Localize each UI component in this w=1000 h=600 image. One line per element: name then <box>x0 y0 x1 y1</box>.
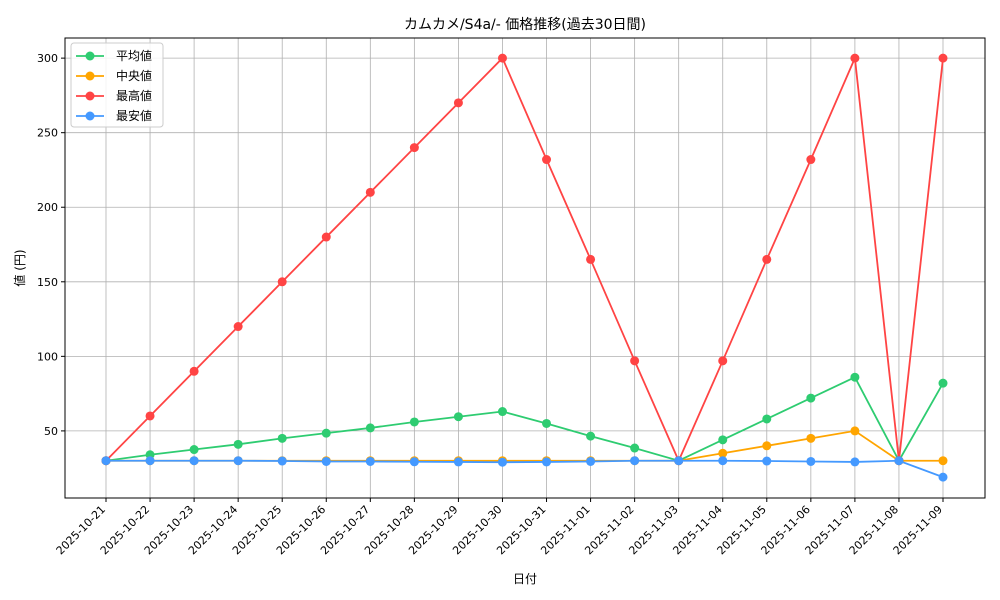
y-tick-label: 50 <box>44 425 58 438</box>
data-point <box>586 254 596 264</box>
data-point <box>674 456 684 466</box>
data-point <box>497 457 507 467</box>
data-point <box>850 457 860 467</box>
data-point <box>586 431 596 441</box>
data-point <box>850 53 860 63</box>
data-point <box>938 456 948 466</box>
data-point <box>365 423 375 433</box>
data-point <box>894 456 904 466</box>
legend <box>70 42 164 128</box>
x-axis-label: 日付 <box>513 572 537 586</box>
data-point <box>850 426 860 436</box>
data-point <box>630 443 640 453</box>
data-point <box>409 457 419 467</box>
data-point <box>277 277 287 287</box>
data-point <box>189 456 199 466</box>
y-tick-label: 150 <box>37 276 58 289</box>
legend-label: 最高値 <box>116 88 152 103</box>
y-tick-label: 250 <box>37 127 58 140</box>
data-point <box>586 456 596 466</box>
data-point <box>762 441 772 451</box>
y-tick-label: 300 <box>37 52 58 65</box>
legend-label: 最安値 <box>116 108 152 123</box>
data-point <box>938 53 948 63</box>
data-point <box>233 322 243 332</box>
legend-marker <box>85 91 95 101</box>
legend-marker <box>85 111 95 121</box>
data-point <box>718 356 728 366</box>
plot-frame <box>64 37 986 499</box>
data-point <box>542 457 552 467</box>
data-point <box>762 456 772 466</box>
data-point <box>806 433 816 443</box>
data-point <box>718 448 728 458</box>
data-point <box>938 472 948 482</box>
data-point <box>321 428 331 438</box>
legend-label: 平均値 <box>116 48 152 63</box>
legend-marker <box>85 71 95 81</box>
legend-marker <box>85 51 95 61</box>
data-point <box>806 456 816 466</box>
data-point <box>718 456 728 466</box>
data-point <box>630 356 640 366</box>
series-line-3 <box>106 459 944 478</box>
series-line-0 <box>105 376 944 463</box>
y-tick-label: 100 <box>37 350 58 363</box>
data-point <box>497 407 507 417</box>
data-point <box>365 456 375 466</box>
data-point <box>277 456 287 466</box>
y-tick-label: 200 <box>37 201 58 214</box>
data-point <box>189 366 199 376</box>
series-line-2 <box>105 54 944 463</box>
data-point <box>938 378 948 388</box>
data-point <box>453 412 463 422</box>
data-point <box>453 457 463 467</box>
data-point <box>321 232 331 242</box>
data-point <box>101 456 111 466</box>
data-point <box>850 372 860 382</box>
data-point <box>409 143 419 153</box>
data-point <box>718 435 728 445</box>
data-point <box>542 155 552 165</box>
data-point <box>321 456 331 466</box>
data-point <box>497 53 507 63</box>
data-point <box>233 439 243 449</box>
data-point <box>762 414 772 424</box>
data-point <box>365 187 375 197</box>
data-point <box>277 433 287 443</box>
data-point <box>806 155 816 165</box>
data-point <box>409 417 419 427</box>
data-point <box>542 418 552 428</box>
chart-title: カムカメ/S4a/- 価格推移(過去30日間) <box>404 17 646 33</box>
data-point <box>630 456 640 466</box>
data-point <box>189 445 199 455</box>
data-point <box>145 411 155 421</box>
data-point <box>453 98 463 108</box>
data-point <box>145 456 155 466</box>
data-point <box>762 254 772 264</box>
data-point <box>806 393 816 403</box>
data-point <box>233 456 243 466</box>
y-axis-label: 値 (円) <box>12 249 27 286</box>
legend-label: 中央値 <box>116 68 152 83</box>
